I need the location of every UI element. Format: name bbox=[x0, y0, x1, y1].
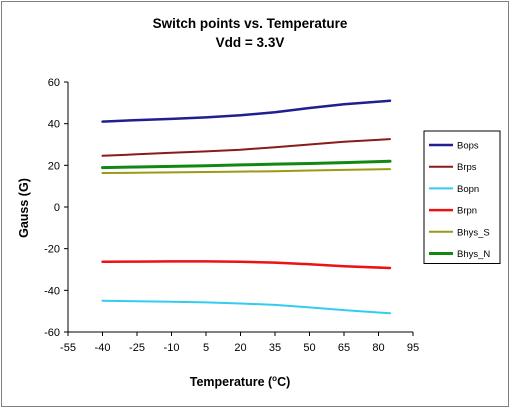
series-line-bopn bbox=[101, 299, 391, 315]
series-lines bbox=[101, 99, 392, 315]
legend-label-brpn: Brpn bbox=[457, 206, 477, 217]
x-tick-label: -25 bbox=[129, 342, 145, 354]
y-tick-label: -40 bbox=[44, 285, 60, 297]
chart-subtitle: Vdd = 3.3V bbox=[216, 35, 285, 50]
y-tick-label: 40 bbox=[48, 119, 60, 131]
y-tick-label: -20 bbox=[44, 244, 60, 256]
x-tick-label: 50 bbox=[303, 342, 315, 354]
x-tick-label: 65 bbox=[338, 342, 350, 354]
chart-title: Switch points vs. Temperature bbox=[153, 16, 348, 31]
x-axis-label: Temperature (oC) bbox=[190, 374, 291, 389]
legend: Bops Brps Bopn Brpn Bhys_S Bhys_N bbox=[423, 130, 501, 264]
x-tick-label: 20 bbox=[234, 342, 246, 354]
legend-label-bhys-n: Bhys_N bbox=[457, 249, 490, 260]
x-axis-label-sup: o bbox=[272, 374, 277, 383]
plot-area bbox=[68, 82, 413, 332]
x-tick-label: -55 bbox=[60, 342, 76, 354]
series-line-bops bbox=[101, 99, 392, 123]
legend-label-bops: Bops bbox=[457, 141, 479, 152]
y-tick-label: 20 bbox=[48, 160, 60, 172]
legend-box bbox=[423, 130, 501, 264]
series-line-bhys-s bbox=[101, 168, 391, 174]
y-tick-label: 0 bbox=[54, 202, 60, 214]
x-tick-label: -40 bbox=[95, 342, 111, 354]
x-tick-label: 80 bbox=[372, 342, 384, 354]
x-axis-label-end: C) bbox=[277, 375, 290, 389]
series-line-bhys-n bbox=[101, 159, 392, 170]
legend-label-brps: Brps bbox=[457, 162, 477, 173]
x-axis-label-main: Temperature ( bbox=[190, 375, 273, 389]
series-line-brpn bbox=[101, 260, 392, 270]
y-tick-label: 60 bbox=[48, 77, 60, 89]
axes: -60 -40 -20 0 20 40 60 -55 -40 -25 -10 5 20 35 50 65 80 9… bbox=[44, 77, 419, 354]
x-tick-label: -10 bbox=[164, 342, 180, 354]
x-tick-label: 35 bbox=[269, 342, 281, 354]
legend-label-bopn: Bopn bbox=[457, 184, 479, 195]
plot-background bbox=[68, 82, 413, 332]
x-tick-label: 5 bbox=[203, 342, 209, 354]
legend-label-bhys-s: Bhys_S bbox=[457, 227, 490, 238]
y-tick-label: -60 bbox=[44, 327, 60, 339]
x-tick-label: 95 bbox=[407, 342, 419, 354]
series-line-brps bbox=[101, 138, 391, 157]
y-axis-label: Gauss (G) bbox=[17, 178, 31, 238]
